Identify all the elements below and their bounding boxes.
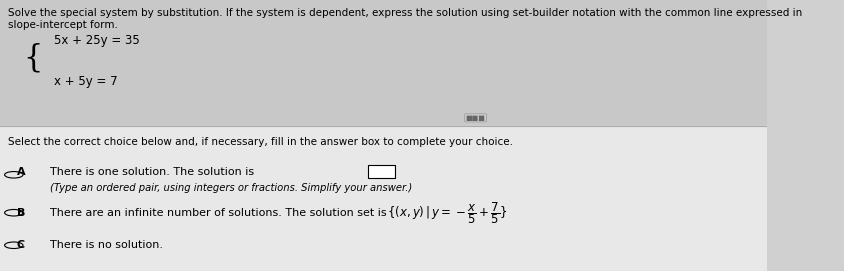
Text: x + 5y = 7: x + 5y = 7 <box>54 75 117 88</box>
Text: A: A <box>17 167 25 177</box>
Bar <box>0 0 767 126</box>
Text: C: C <box>17 240 25 250</box>
Text: ■■■: ■■■ <box>466 115 485 121</box>
Bar <box>0 126 767 271</box>
Text: $\{(x,y)\,|\,y=-\dfrac{x}{5}+\dfrac{7}{5}\}$: $\{(x,y)\,|\,y=-\dfrac{x}{5}+\dfrac{7}{5… <box>387 200 508 225</box>
Text: (Type an ordered pair, using integers or fractions. Simplify your answer.): (Type an ordered pair, using integers or… <box>50 183 412 193</box>
Text: {: { <box>23 43 42 74</box>
Text: There is one solution. The solution is: There is one solution. The solution is <box>50 167 254 177</box>
Text: Select the correct choice below and, if necessary, fill in the answer box to com: Select the correct choice below and, if … <box>8 137 512 147</box>
Text: Solve the special system by substitution. If the system is dependent, express th: Solve the special system by substitution… <box>8 8 802 30</box>
FancyBboxPatch shape <box>368 165 395 178</box>
Text: There are an infinite number of solutions. The solution set is: There are an infinite number of solution… <box>50 208 387 218</box>
Text: There is no solution.: There is no solution. <box>50 240 163 250</box>
Text: 5x + 25y = 35: 5x + 25y = 35 <box>54 34 139 47</box>
Text: B: B <box>17 208 25 218</box>
